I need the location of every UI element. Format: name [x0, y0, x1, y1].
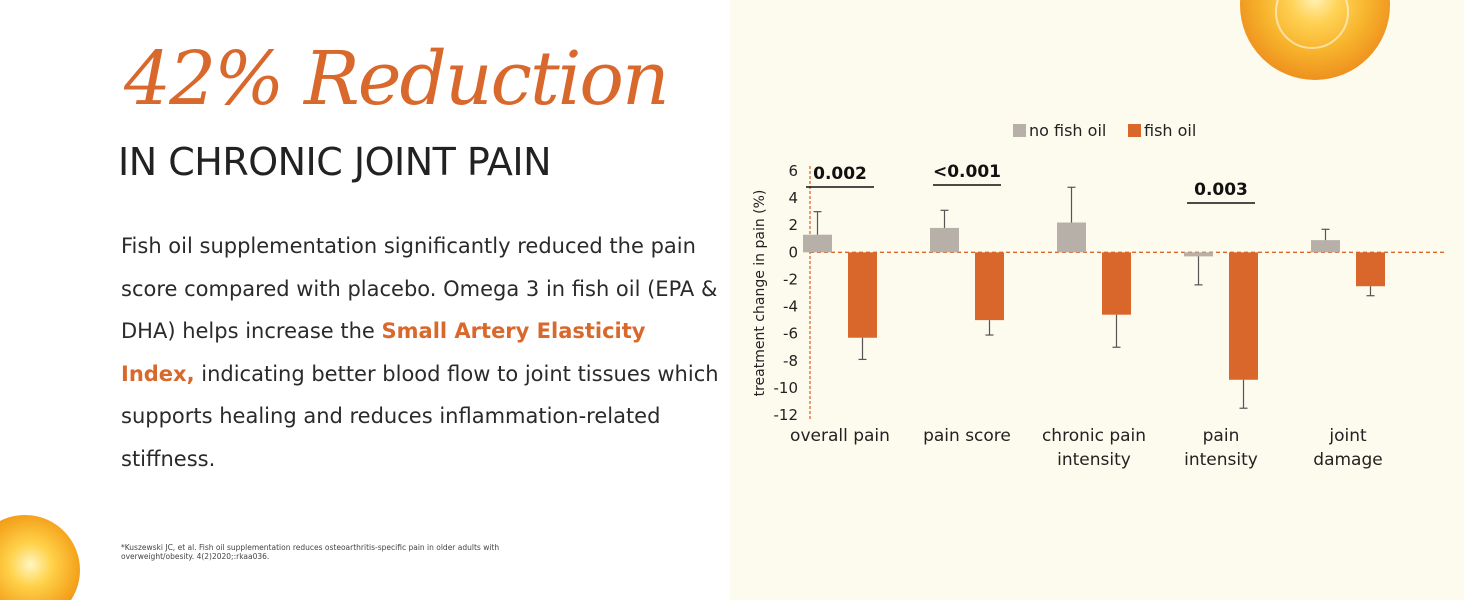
y-tick-label: 4 [788, 189, 798, 207]
bar-no-fish-oil [930, 227, 959, 253]
oil-drop-image [0, 515, 80, 600]
y-tick-label: 6 [788, 162, 798, 180]
y-tick-label: 0 [788, 243, 798, 261]
y-tick-label: -6 [783, 325, 798, 343]
legend-no-fish-oil-label: no fish oil [1029, 121, 1106, 140]
y-tick-label: -10 [774, 379, 799, 397]
bar-no-fish-oil [1311, 240, 1340, 253]
x-label-overall-pain: overall pain [790, 426, 890, 446]
bar-chart: 6 4 2 0 -2 -4 -6 -8 -10 -12 treatment change in pa… [752, 121, 1446, 470]
y-tick-label: -2 [783, 270, 798, 288]
bar-fish-oil [975, 252, 1004, 321]
y-tick-label: -4 [783, 298, 798, 316]
x-label-joint-damage: damage [1313, 450, 1382, 470]
x-label-chronic-pain-intensity: intensity [1057, 450, 1131, 470]
y-tick-label: -12 [774, 406, 799, 424]
legend-fish-oil-swatch [1128, 124, 1141, 137]
bar-fish-oil [848, 252, 877, 338]
x-label-pain-intensity: intensity [1184, 450, 1258, 470]
bar-fish-oil [1356, 252, 1385, 287]
headline: 42% Reduction [124, 36, 670, 122]
bar-no-fish-oil [1184, 252, 1213, 257]
x-label-pain-score: pain score [923, 426, 1011, 446]
text-panel: 42% Reduction IN CHRONIC JOINT PAIN Fish… [0, 0, 730, 600]
body-text-part: indicating better blood flow to joint ti… [121, 361, 719, 471]
y-tick-label: -8 [783, 352, 798, 370]
x-label-pain-intensity: pain [1203, 426, 1240, 446]
highlight-text: Small Artery Elasticity Index, [121, 319, 646, 386]
x-label-chronic-pain-intensity: chronic pain [1042, 426, 1146, 446]
body-text-part: Fish oil supplementation significantly r… [121, 234, 718, 343]
p-value-label: 0.002 [813, 164, 867, 184]
footnote: *Kuszewski JC, et al. Fish oil supplemen… [121, 543, 500, 561]
x-label-joint-damage: joint [1328, 426, 1367, 446]
bar-fish-oil [1102, 252, 1131, 315]
p-value-label: 0.003 [1194, 180, 1248, 200]
bar-fish-oil [1229, 252, 1258, 380]
legend-fish-oil-label: fish oil [1144, 121, 1196, 140]
legend-no-fish-oil-swatch [1013, 124, 1026, 137]
chart-panel: 6 4 2 0 -2 -4 -6 -8 -10 -12 treatment change in pa… [730, 0, 1464, 600]
p-value-label: <0.001 [933, 162, 1001, 182]
subheadline: IN CHRONIC JOINT PAIN [118, 140, 552, 184]
y-tick-label: 2 [788, 216, 798, 234]
bar-no-fish-oil [1057, 222, 1086, 253]
bar-no-fish-oil [803, 234, 832, 253]
y-axis-label: treatment change in pain (%) [752, 190, 768, 397]
body-text: Fish oil supplementation significantly r… [121, 225, 721, 480]
